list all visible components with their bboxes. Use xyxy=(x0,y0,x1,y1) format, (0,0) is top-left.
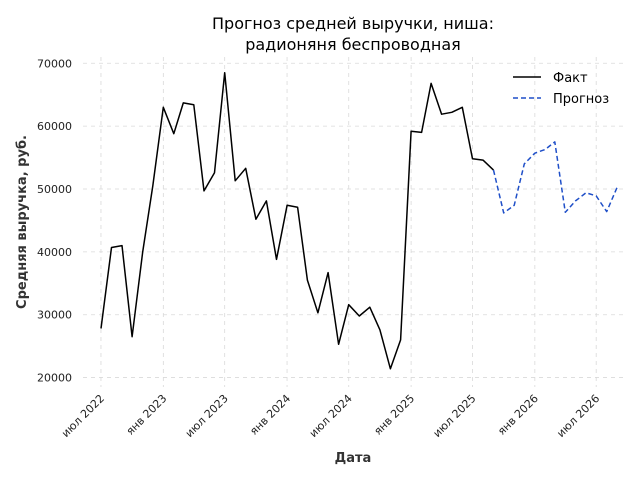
y-tick-label: 50000 xyxy=(37,183,72,196)
grid xyxy=(83,57,625,387)
series-line-fact xyxy=(100,71,495,370)
x-tick-label: июл 2024 xyxy=(307,392,355,440)
x-tick-label: июл 2026 xyxy=(554,392,602,440)
x-tick-label: янв 2025 xyxy=(371,392,417,438)
x-axis: июл 2022 янв 2023 июл 2023 янв 2024 июл 2024… xyxy=(59,392,602,440)
x-tick-label: июл 2023 xyxy=(183,392,231,440)
x-tick-label: июл 2025 xyxy=(431,392,479,440)
series-layer xyxy=(100,71,618,370)
chart-title-line-2: радионяня беспроводная xyxy=(245,35,461,54)
x-tick-label: янв 2023 xyxy=(124,392,170,438)
legend-label-fact: Факт xyxy=(553,71,588,86)
y-tick-label: 60000 xyxy=(37,120,72,133)
y-tick-label: 30000 xyxy=(37,309,72,322)
legend-label-forecast: Прогноз xyxy=(553,92,609,107)
legend: Факт Прогноз xyxy=(513,71,609,107)
x-tick-label: янв 2024 xyxy=(247,392,293,438)
series-line-forecast xyxy=(492,141,618,214)
x-tick-label: янв 2026 xyxy=(495,392,541,438)
y-axis: 20000 30000 40000 50000 60000 70000 xyxy=(37,57,72,384)
chart-title-line-1: Прогноз средней выручки, ниша: xyxy=(212,14,494,33)
x-tick-label: июл 2022 xyxy=(59,392,107,440)
y-tick-label: 70000 xyxy=(37,57,72,70)
y-tick-label: 40000 xyxy=(37,246,72,259)
y-tick-label: 20000 xyxy=(37,372,72,385)
y-axis-label: Средняя выручка, руб. xyxy=(15,135,30,309)
x-axis-label: Дата xyxy=(335,451,372,466)
